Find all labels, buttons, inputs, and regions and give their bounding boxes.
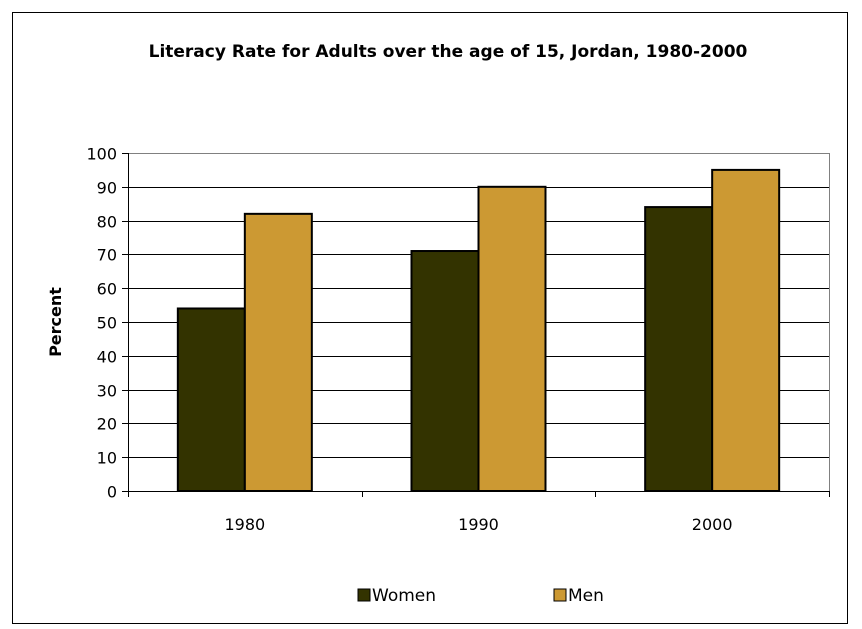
- legend-label-women: Women: [372, 586, 436, 606]
- y-axis-label: Percent: [46, 287, 65, 357]
- x-tick-label: 2000: [692, 515, 733, 534]
- legend-swatch-women: [357, 588, 371, 602]
- bar-men-1990: [477, 185, 547, 493]
- bar-women-2000: [644, 206, 714, 493]
- y-tick-label: 90: [97, 179, 117, 198]
- bar-women-1990: [410, 250, 480, 492]
- y-tick-label: 80: [97, 213, 117, 232]
- legend: Women Men: [357, 586, 604, 606]
- y-tick-label: 50: [97, 314, 117, 333]
- y-tick-label: 10: [97, 449, 117, 468]
- y-tick-label: 0: [107, 483, 117, 502]
- legend-label-men: Men: [568, 586, 604, 606]
- y-tick-label: 70: [97, 246, 117, 265]
- bar-women-1980: [176, 307, 246, 493]
- axes: 0 10 20 30 40 50 60 70 80 90 100 1980 1990 2000: [86, 145, 830, 534]
- y-tick-label: 40: [97, 348, 117, 367]
- x-tick-label: 1990: [458, 515, 499, 534]
- legend-swatch-men: [553, 588, 567, 602]
- x-tick-label: 1980: [224, 515, 265, 534]
- y-tick-label: 30: [97, 382, 117, 401]
- y-tick-label: 20: [97, 415, 117, 434]
- chart-title: Literacy Rate for Adults over the age of…: [149, 42, 748, 62]
- y-tick-label: 100: [86, 145, 117, 164]
- y-tick-label: 60: [97, 280, 117, 299]
- bars: [176, 168, 781, 493]
- bar-men-1980: [243, 212, 313, 492]
- bar-men-2000: [711, 168, 781, 492]
